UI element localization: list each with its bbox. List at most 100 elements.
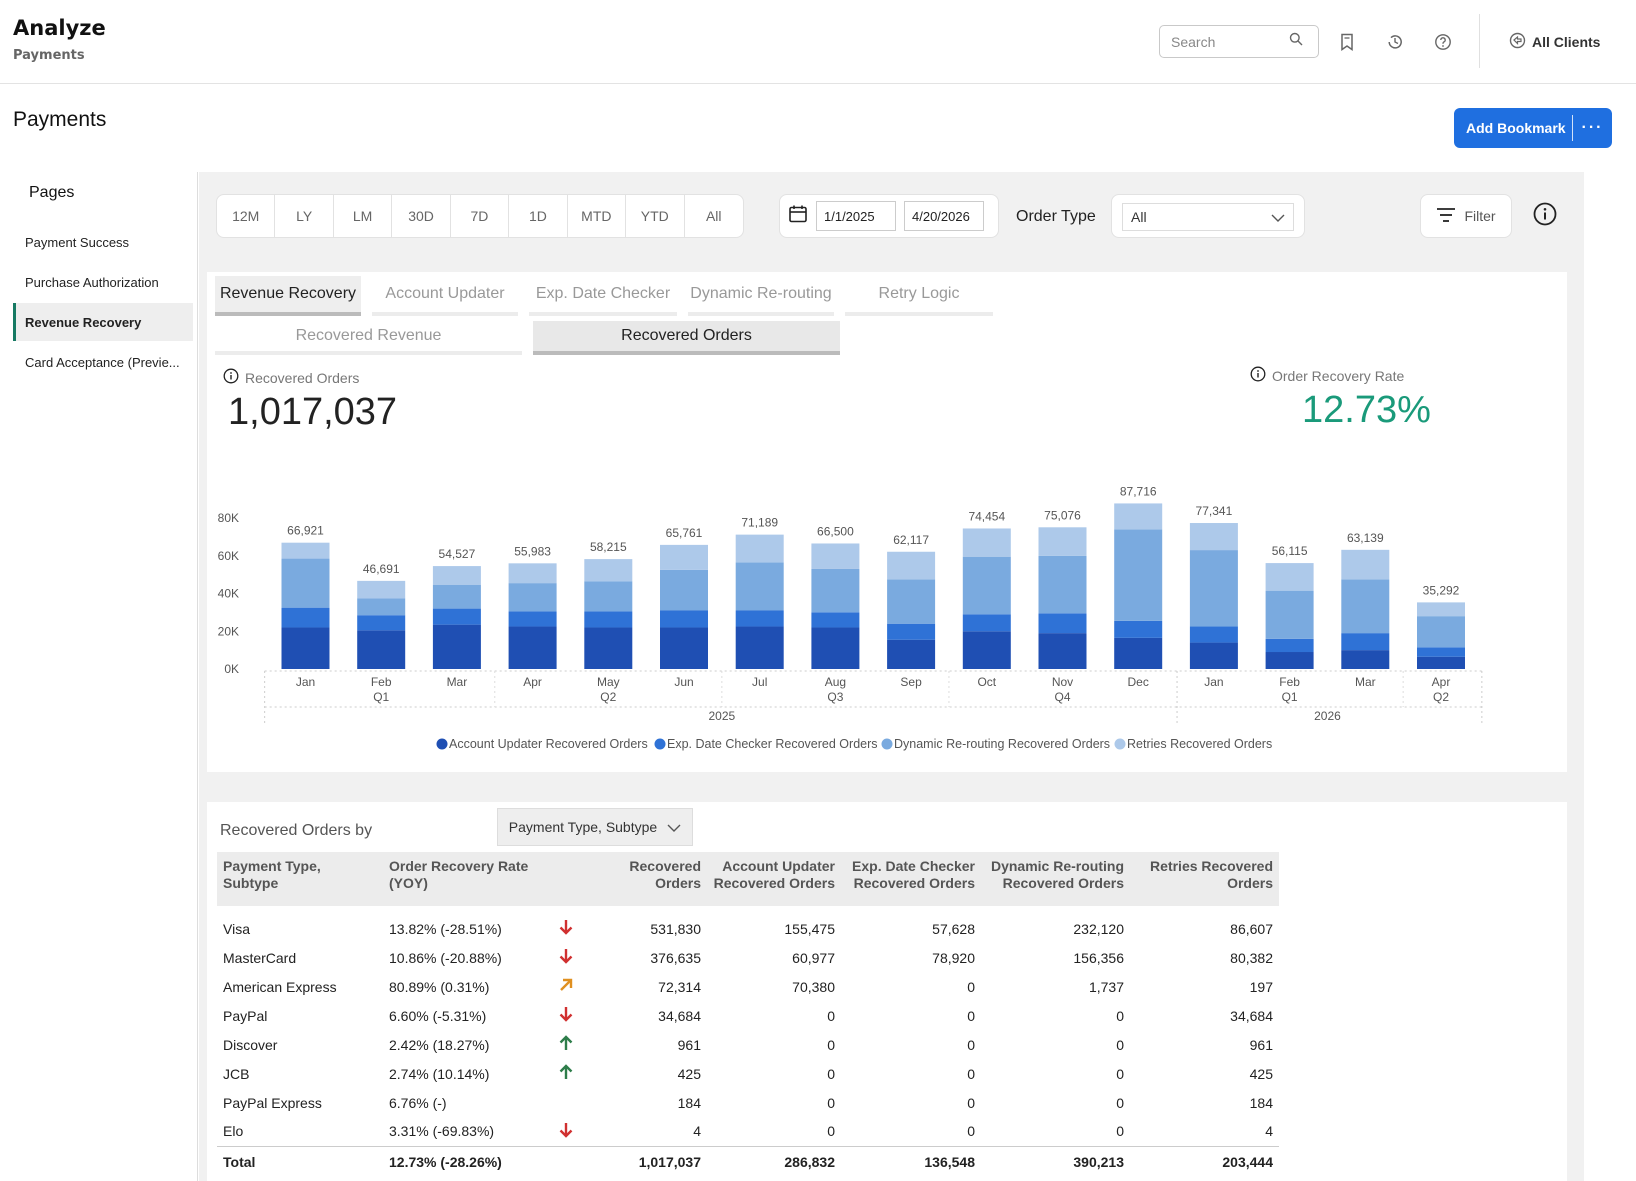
bar-segment-exp-date-checker [432,608,481,625]
sidebar-item-card-acceptance[interactable]: Card Acceptance (Previe... [25,354,180,370]
tab-exp-date-checker[interactable]: Exp. Date Checker [529,276,677,316]
bar-segment-retries [432,566,481,586]
subtab-recovered-orders[interactable]: Recovered Orders [533,321,840,355]
sidebar-item-payment-success[interactable]: Payment Success [25,234,130,250]
recovered-orders-label: Recovered Orders [245,369,360,386]
table-row[interactable]: Visa 13.82% (-28.51%) 531,830 155,475 57,628… [217,906,1279,943]
period-ytd[interactable]: YTD [626,195,685,237]
row-retries: 80,382 [1230,949,1273,966]
table-row[interactable]: Elo 3.31% (-69.83%) 4 0 0 0 4 [217,1117,1279,1146]
bar-segment-retries [1114,503,1163,530]
row-account-updater: 0 [827,1065,835,1082]
history-icon[interactable] [1384,31,1406,53]
tab-revenue-recovery[interactable]: Revenue Recovery [215,276,361,316]
year-label: 2025 [708,709,735,723]
sidebar-item-purchase-authorization[interactable]: Purchase Authorization [25,274,159,290]
x-tick-label: Apr [1432,675,1451,689]
col-header-payment-type[interactable]: Payment Type, Subtype [217,852,383,906]
bar-segment-account-updater [508,626,557,669]
period-ly[interactable]: LY [275,195,334,237]
search-input[interactable] [1171,33,1289,50]
table-row[interactable]: MasterCard 10.86% (-20.88%) 376,635 60,977 7… [217,943,1279,972]
date-to-input[interactable] [904,201,984,231]
chevron-down-icon [1271,209,1285,225]
period-30d[interactable]: 30D [392,195,451,237]
bar-segment-account-updater [432,624,481,669]
bar-total-label: 46,691 [363,562,400,576]
tab-account-updater[interactable]: Account Updater [372,276,518,316]
bar-segment-retries [357,580,406,599]
x-tick-label: Dec [1128,675,1149,689]
row-name: Visa [223,920,250,937]
y-tick-label: 0K [224,662,239,676]
table-row[interactable]: JCB 2.74% (10.14%) 425 0 0 0 425 [217,1059,1279,1088]
bar-segment-dynamic-rerouting [1417,616,1465,648]
period-all[interactable]: All [705,208,722,224]
row-recovery-rate: 80.89% (0.31%) [389,978,490,995]
quarter-label: Q2 [600,690,616,704]
order-type-value: All [1131,209,1147,225]
date-range [779,194,999,238]
search-icon[interactable] [1289,32,1303,51]
date-from-input[interactable] [816,201,896,231]
table-header-row: Payment Type, Subtype Order Recovery Rat… [217,852,1279,906]
period-12m[interactable]: 12M [217,195,276,237]
bar-segment-account-updater [584,627,633,669]
table-row[interactable]: American Express 80.89% (0.31%) 72,314 70,3… [217,972,1279,1001]
col-header-exp-date-checker[interactable]: Exp. Date Checker Recovered Orders [841,852,981,906]
total-exp-date-checker: 136,548 [841,1145,981,1178]
order-type-select[interactable]: All [1122,203,1294,231]
bar-segment-account-updater [660,627,708,669]
legend-swatch-account-updater [436,738,448,750]
bar-segment-dynamic-rerouting [735,562,784,611]
bookmark-icon[interactable] [1336,31,1358,53]
row-exp-date-checker: 0 [967,1094,975,1111]
sidebar-item-revenue-recovery[interactable]: Revenue Recovery [13,303,193,341]
table-row[interactable]: PayPal Express 6.76% (-) 184 0 0 0 184 [217,1088,1279,1117]
col-header-account-updater[interactable]: Account Updater Recovered Orders [707,852,841,906]
bar-segment-exp-date-checker [357,615,406,631]
period-7d[interactable]: 7D [451,195,510,237]
bar-segment-retries [1038,527,1087,556]
add-bookmark-button[interactable]: Add Bookmark ··· [1454,108,1612,148]
bar-total-label: 58,215 [590,540,627,554]
period-1d[interactable]: 1D [509,195,568,237]
all-clients-label: All Clients [1532,34,1601,50]
row-name: American Express [223,978,337,995]
period-mtd[interactable]: MTD [568,195,627,237]
col-header-recovered-orders[interactable]: Recovered Orders [583,852,707,906]
info-icon[interactable] [223,368,239,387]
x-tick-label: Jul [752,675,767,689]
row-retries: 197 [1249,978,1273,995]
table-row[interactable]: Discover 2.42% (18.27%) 961 0 0 0 961 [217,1030,1279,1059]
x-tick-label: Jun [674,675,693,689]
tab-dynamic-rerouting[interactable]: Dynamic Re-routing [688,276,834,316]
row-recovery-rate: 2.42% (18.27%) [389,1036,490,1053]
all-clients-button[interactable]: All Clients [1509,32,1600,52]
breakdown-dropdown[interactable]: Payment Type, Subtype [497,808,693,846]
row-retries: 34,684 [1230,1007,1273,1024]
row-account-updater: 0 [827,1094,835,1111]
col-header-retries[interactable]: Retries Recovered Orders [1130,852,1279,906]
help-icon[interactable] [1432,31,1454,53]
x-tick-label: Jan [296,675,315,689]
calendar-icon[interactable] [788,204,808,229]
col-header-recovery-rate[interactable]: Order Recovery Rate (YOY) [383,852,583,906]
arrow-up-icon [559,1035,573,1054]
row-exp-date-checker: 57,628 [932,920,975,937]
row-name: Discover [223,1036,278,1053]
period-lm[interactable]: LM [334,195,393,237]
more-options-button[interactable]: ··· [1581,119,1604,136]
table-row[interactable]: PayPal 6.60% (-5.31%) 34,684 0 0 0 34,684 [217,1001,1279,1030]
filter-button[interactable]: Filter [1420,194,1512,238]
total-dynamic-rerouting: 390,213 [981,1145,1130,1178]
info-icon[interactable] [1533,202,1557,231]
tab-retry-logic[interactable]: Retry Logic [845,276,993,316]
search-box[interactable] [1159,25,1319,58]
col-header-dynamic-rerouting[interactable]: Dynamic Re-routing Recovered Orders [981,852,1130,906]
legend-swatch-dynamic-rerouting [881,738,893,750]
info-icon[interactable] [1250,366,1266,385]
row-name: Elo [223,1123,244,1140]
subtab-recovered-revenue[interactable]: Recovered Revenue [215,321,522,355]
row-recovered: 376,635 [650,949,701,966]
